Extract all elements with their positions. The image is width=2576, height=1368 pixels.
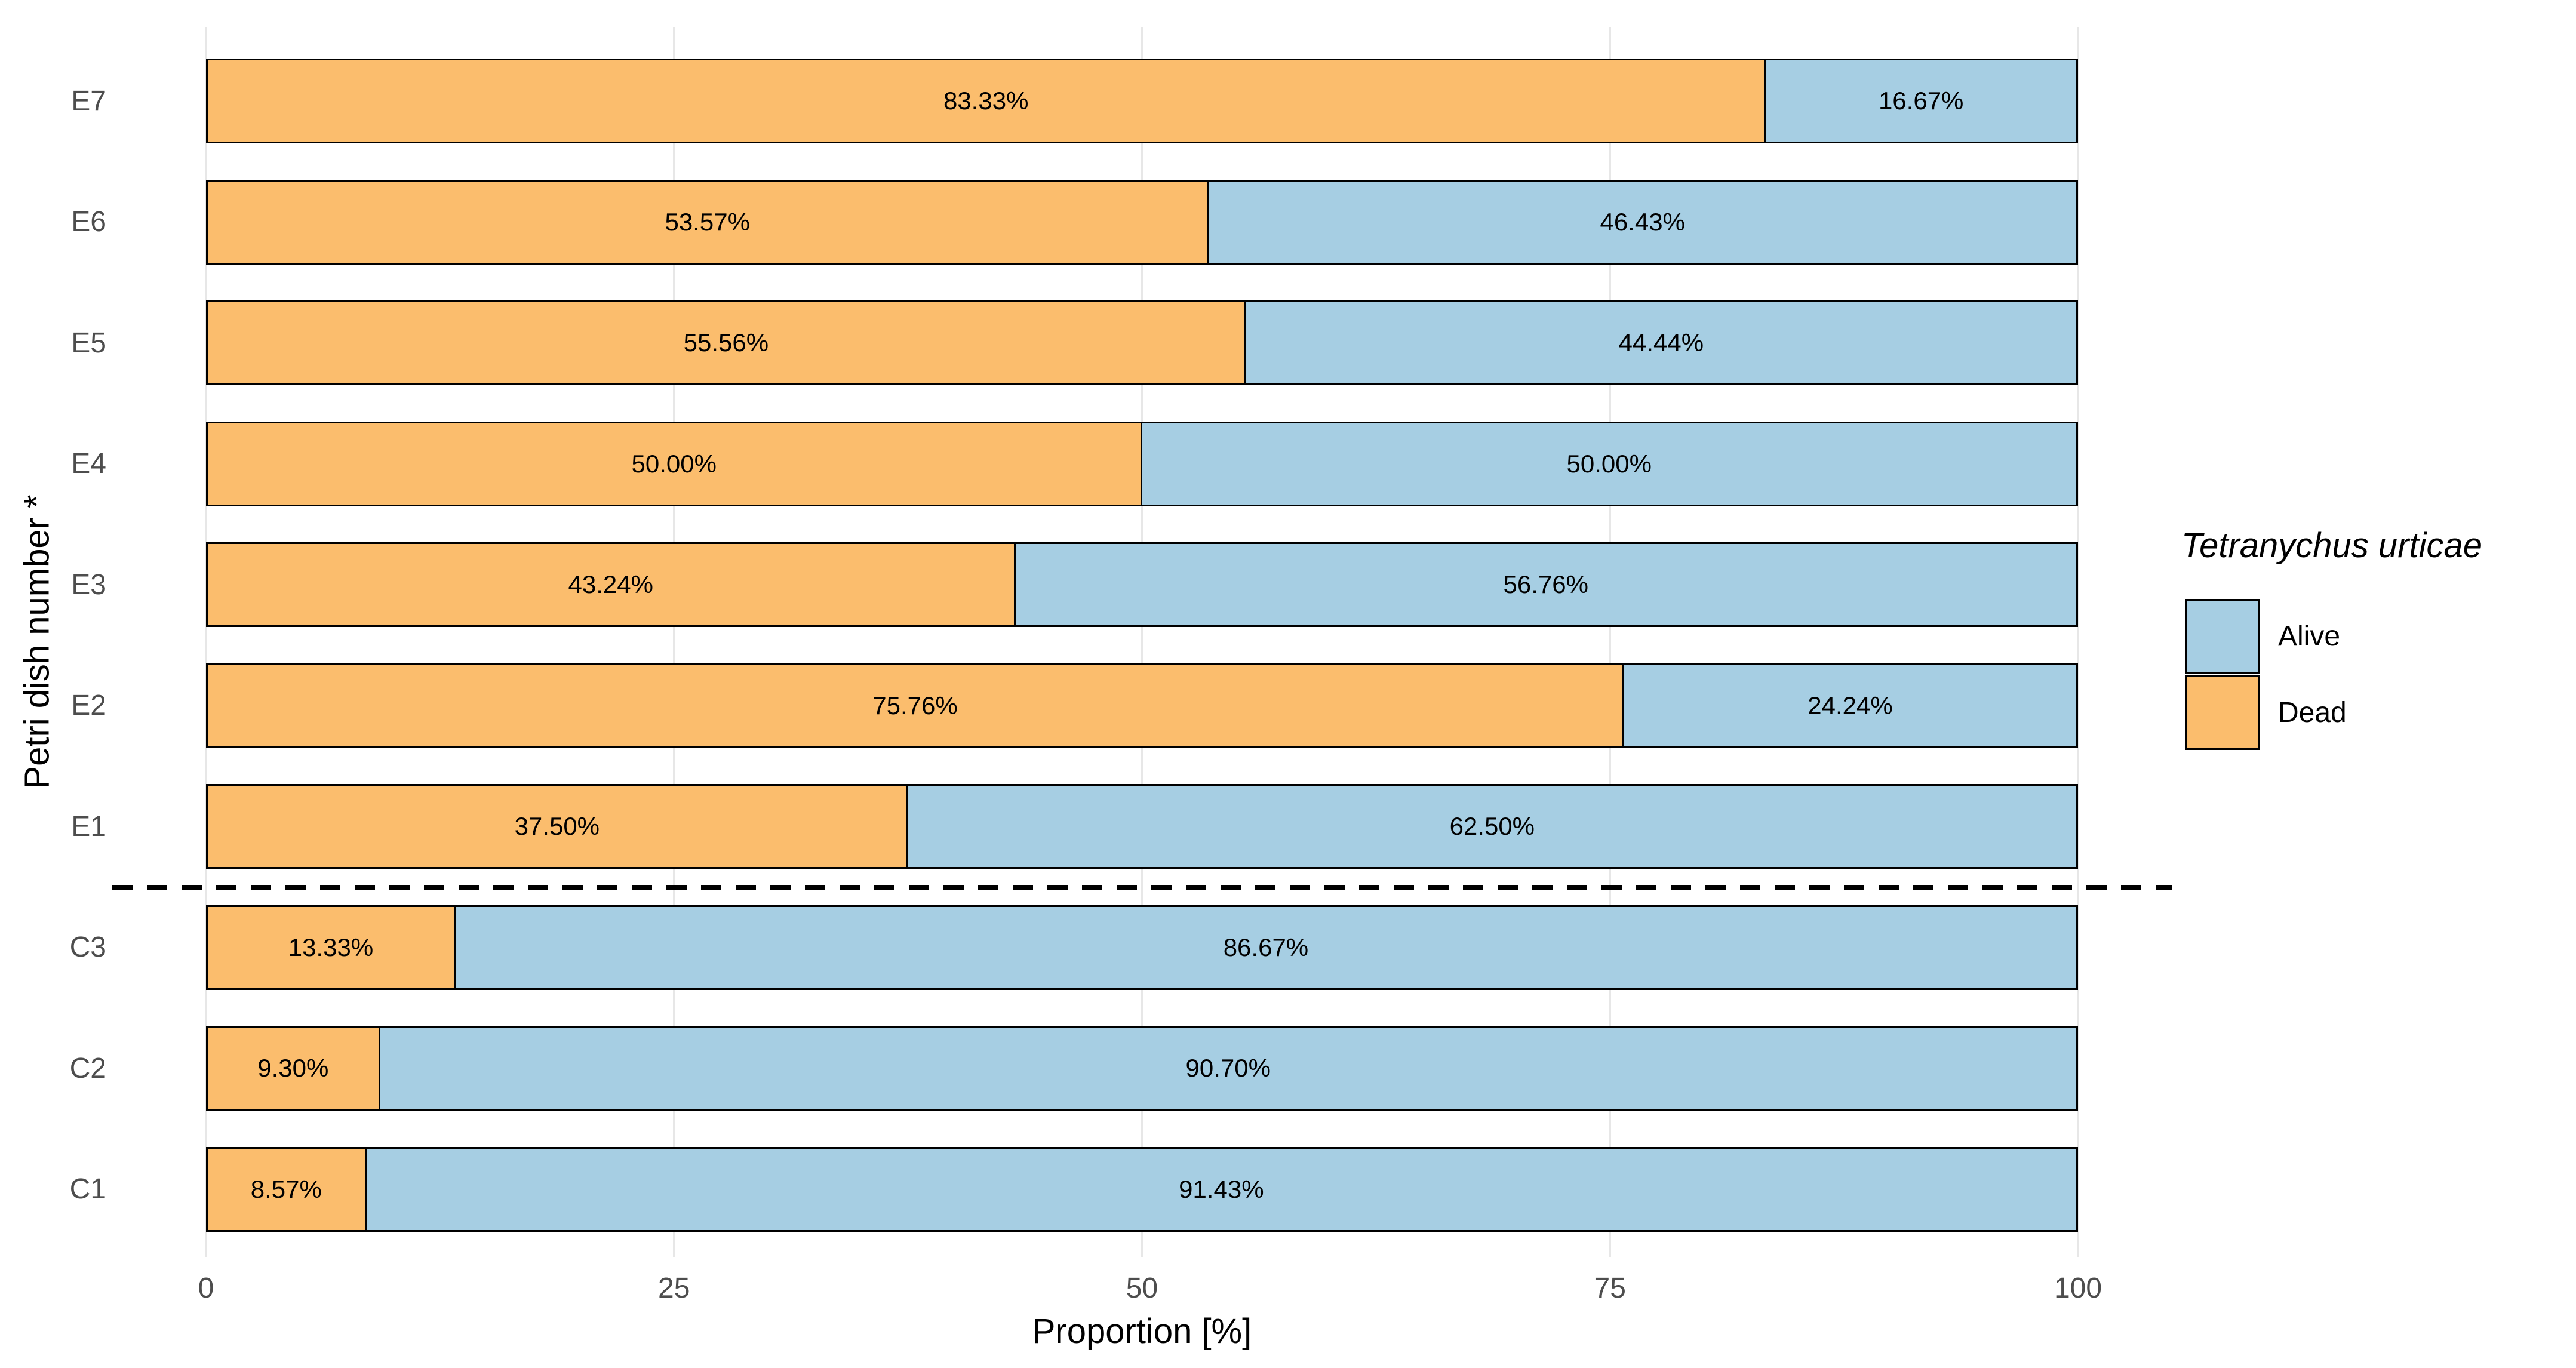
bar-segment-alive-E1: 62.50% — [906, 784, 2078, 869]
bar-label-alive-E3: 56.76% — [1503, 570, 1588, 599]
category-label-C1: C1 — [69, 1173, 106, 1206]
x-tick-label-0: 0 — [198, 1272, 214, 1304]
bar-segment-dead-C3: 13.33% — [206, 905, 456, 990]
category-label-E1: E1 — [71, 810, 106, 843]
category-label-C2: C2 — [69, 1052, 106, 1084]
gridline-x-50 — [1141, 27, 1143, 1257]
bar-label-alive-C3: 86.67% — [1223, 933, 1309, 961]
bar-label-dead-E5: 55.56% — [683, 328, 769, 357]
category-label-E2: E2 — [71, 690, 106, 722]
bar-segment-alive-E3: 56.76% — [1013, 542, 2078, 628]
bar-segment-alive-E2: 24.24% — [1622, 663, 2078, 748]
bar-label-dead-E6: 53.57% — [665, 207, 750, 236]
bar-label-dead-E4: 50.00% — [631, 449, 717, 478]
bar-label-dead-C3: 13.33% — [288, 933, 374, 961]
bar-label-alive-E5: 44.44% — [1618, 328, 1704, 357]
bar-segment-alive-C2: 90.70% — [378, 1026, 2078, 1111]
gridline-x-25 — [673, 27, 675, 1257]
legend-label-dead: Dead — [2278, 697, 2347, 728]
bar-label-dead-E3: 43.24% — [568, 570, 653, 599]
bar-segment-dead-E2: 75.76% — [206, 663, 1625, 748]
bar-segment-dead-C2: 9.30% — [206, 1026, 380, 1111]
bar-label-alive-E7: 16.67% — [1878, 87, 1964, 115]
bar-label-alive-E6: 46.43% — [1600, 207, 1685, 236]
bar-segment-dead-C1: 8.57% — [206, 1146, 367, 1232]
legend-label-alive: Alive — [2278, 620, 2341, 652]
bar-segment-dead-E5: 55.56% — [206, 300, 1246, 386]
bar-segment-alive-E7: 16.67% — [1764, 59, 2078, 143]
bar-label-alive-E1: 62.50% — [1449, 812, 1535, 841]
bar-label-dead-C2: 9.30% — [257, 1054, 329, 1083]
bar-segment-alive-C3: 86.67% — [453, 905, 2078, 990]
bar-segment-alive-E5: 44.44% — [1244, 300, 2078, 386]
x-tick-label-25: 25 — [658, 1272, 690, 1304]
gridline-x-0 — [205, 27, 207, 1257]
category-label-E3: E3 — [71, 568, 106, 601]
legend-key-dead — [2185, 675, 2260, 750]
bar-segment-alive-C1: 91.43% — [364, 1146, 2078, 1232]
bar-segment-dead-E7: 83.33% — [206, 59, 1766, 143]
x-tick-label-100: 100 — [2054, 1272, 2102, 1304]
category-label-E6: E6 — [71, 206, 106, 238]
category-label-C3: C3 — [69, 932, 106, 964]
bar-label-alive-E2: 24.24% — [1807, 691, 1893, 720]
category-label-E7: E7 — [71, 85, 106, 117]
legend-title: Tetranychus urticae — [2181, 526, 2483, 565]
bar-segment-dead-E6: 53.57% — [206, 179, 1209, 265]
bar-label-dead-E7: 83.33% — [943, 87, 1029, 115]
bar-label-alive-C1: 91.43% — [1179, 1175, 1264, 1203]
legend-key-alive — [2185, 599, 2260, 674]
bar-label-alive-C2: 90.70% — [1185, 1054, 1271, 1083]
bar-label-dead-C1: 8.57% — [250, 1175, 322, 1203]
bar-segment-dead-E4: 50.00% — [206, 421, 1142, 506]
bar-label-alive-E4: 50.00% — [1566, 449, 1652, 478]
x-axis-title: Proportion [%] — [1032, 1312, 1252, 1351]
gridline-x-100 — [2077, 27, 2079, 1257]
bar-label-dead-E2: 75.76% — [872, 691, 958, 720]
bar-segment-dead-E3: 43.24% — [206, 542, 1016, 628]
bar-segment-alive-E6: 46.43% — [1207, 179, 2078, 265]
group-separator-line — [112, 884, 2172, 890]
category-label-E4: E4 — [71, 448, 106, 480]
x-tick-label-50: 50 — [1126, 1272, 1158, 1304]
x-tick-label-75: 75 — [1594, 1272, 1626, 1304]
gridline-x-75 — [1609, 27, 1611, 1257]
bar-segment-alive-E4: 50.00% — [1140, 421, 2078, 506]
bar-label-dead-E1: 37.50% — [514, 812, 600, 841]
category-label-E5: E5 — [71, 327, 106, 359]
bar-segment-dead-E1: 37.50% — [206, 784, 908, 869]
